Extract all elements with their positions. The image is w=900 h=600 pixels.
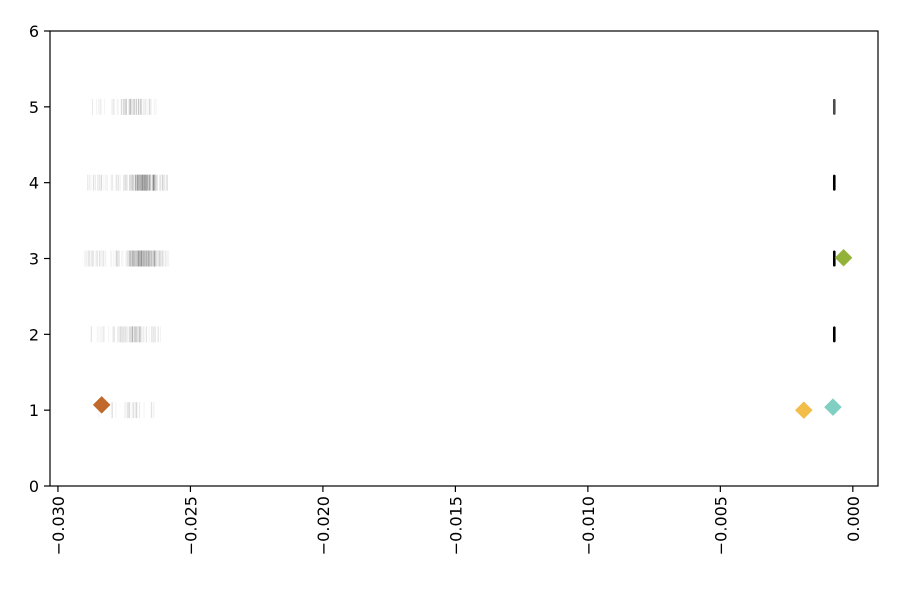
x-tick-label: −0.015 — [446, 496, 465, 555]
diamond-marker-1 — [92, 396, 111, 414]
y-tick-label: 5 — [29, 98, 39, 117]
diamond-marker-2 — [794, 401, 813, 420]
strip-cluster-right — [832, 250, 836, 267]
y-tick-label: 6 — [29, 22, 39, 41]
x-axis: −0.030 −0.025 −0.020 −0.015 −0.010 −0.005 0.00… — [49, 486, 863, 555]
x-tick-label: 0.000 — [844, 496, 863, 542]
marker-layer — [92, 248, 853, 420]
diamond-marker-3 — [824, 398, 842, 416]
strip-row-y4 — [86, 174, 836, 191]
x-tick-label: −0.005 — [711, 496, 730, 555]
x-tick-label: −0.020 — [314, 496, 333, 555]
y-tick-label: 1 — [29, 401, 39, 420]
y-axis: 0 1 2 3 4 5 6 — [29, 22, 50, 496]
y-tick-label: 0 — [29, 477, 39, 496]
strip-cluster-right — [832, 326, 836, 343]
strip-plot-layer — [84, 98, 836, 419]
strip-row-y1 — [98, 402, 155, 419]
y-tick-label: 4 — [29, 174, 39, 193]
x-tick-label: −0.010 — [579, 496, 598, 555]
strip-cluster-right — [832, 98, 836, 115]
strip-row-y5 — [92, 98, 836, 115]
strip-row-y2 — [90, 326, 836, 343]
strip-cluster-right — [832, 174, 836, 191]
diamond-marker-4 — [834, 248, 853, 267]
x-tick-label: −0.030 — [49, 496, 68, 555]
x-tick-label: −0.025 — [181, 496, 200, 555]
plot-frame — [49, 30, 879, 487]
strip-row-y3 — [84, 250, 836, 267]
y-tick-label: 2 — [29, 325, 39, 344]
y-tick-label: 3 — [29, 250, 39, 269]
